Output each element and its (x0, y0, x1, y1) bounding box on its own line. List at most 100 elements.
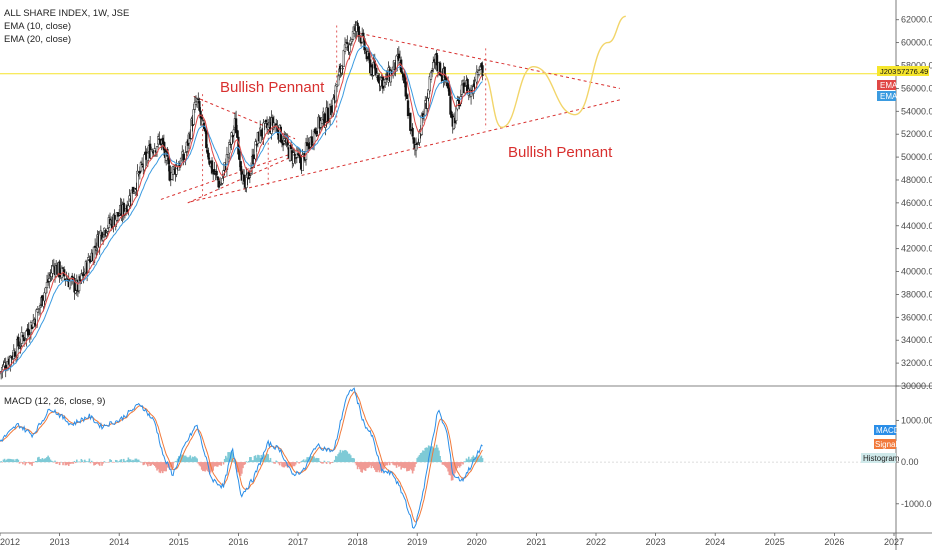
candle-body (401, 71, 404, 74)
histogram-bar (127, 457, 130, 463)
histogram-bar (7, 458, 9, 463)
histogram-bar (176, 458, 179, 463)
histogram-bar (465, 458, 468, 463)
histogram-bar (220, 462, 223, 466)
histogram-bar (222, 462, 225, 465)
histogram-bar (273, 462, 275, 464)
histogram-bar (148, 462, 150, 465)
candle-body (238, 151, 241, 161)
histogram-bar (186, 456, 188, 463)
time-tick-label: 2013 (50, 537, 70, 547)
histogram-bar (393, 462, 396, 466)
histogram-bar (370, 462, 373, 469)
histogram-bar (434, 447, 437, 463)
histogram-bar (192, 457, 195, 463)
histogram-bar (365, 462, 368, 469)
histogram-bar (231, 452, 234, 463)
price-tick-label: 56000.00 (901, 83, 932, 93)
histogram-bar (195, 457, 197, 463)
histogram-bar (414, 462, 416, 468)
histogram-bar (406, 462, 408, 472)
candle-body (201, 119, 205, 122)
candle-body (362, 32, 365, 37)
histogram-bar (96, 462, 99, 464)
histogram-bar (97, 462, 100, 465)
signal-line (0, 391, 483, 523)
histogram-bar (344, 449, 346, 463)
histogram-bar (479, 456, 482, 463)
histogram-bar (269, 457, 272, 463)
histogram-bar (37, 457, 39, 463)
candle-body (27, 329, 30, 336)
price-tick-label: 58000.00 (901, 61, 932, 71)
candle-body (198, 101, 201, 111)
histogram-bar (214, 462, 217, 467)
histogram-bar (223, 458, 226, 463)
candle-body (230, 132, 233, 145)
price-tick-label: 54000.00 (901, 106, 932, 116)
price-tick-label: 50000.00 (901, 152, 932, 162)
histogram-bar (12, 459, 15, 463)
histogram-bar (242, 462, 244, 469)
candle-body (216, 176, 219, 181)
histogram-bar (322, 462, 325, 464)
histogram-bar (355, 462, 358, 466)
candle-body (232, 129, 235, 136)
price-tag: J203 57276.49 (877, 66, 929, 76)
time-tick-label: 2020 (467, 537, 487, 547)
candle-body (213, 169, 216, 175)
histogram-bar (187, 457, 189, 463)
histogram-bar (427, 445, 430, 463)
histogram-bar (384, 462, 386, 467)
histogram-bar (446, 462, 448, 469)
candle-body (210, 160, 214, 174)
histogram-bar (391, 462, 393, 464)
time-tick-label: 2026 (824, 537, 844, 547)
candle-body (477, 70, 481, 75)
price-tick-label: 40000.00 (901, 267, 932, 277)
histogram-bar (42, 459, 45, 463)
histogram-bar (453, 462, 455, 476)
ema-lines (0, 35, 483, 373)
price-tag-bg (877, 66, 929, 76)
candle-body (236, 129, 239, 138)
histogram-bar (153, 462, 156, 466)
candle-body (20, 332, 23, 344)
histogram-bar (35, 460, 38, 463)
candle-body (411, 127, 414, 137)
histogram-bar (417, 456, 420, 463)
histogram-bar (100, 462, 102, 463)
candle-body (429, 72, 433, 80)
histogram-bar (331, 462, 334, 463)
histogram-bar (472, 455, 475, 463)
candle-body (414, 144, 418, 151)
histogram-bar (309, 455, 312, 463)
candle-body (68, 280, 72, 289)
histogram-bar (399, 462, 401, 466)
histogram-bar (112, 462, 115, 463)
histogram-bar (110, 459, 112, 463)
histogram-bar (6, 459, 8, 463)
time-tick-label: 2023 (646, 537, 666, 547)
histogram-bar (163, 462, 165, 472)
histogram-bar (78, 461, 80, 463)
histogram-bar (340, 452, 343, 463)
histogram-bar (447, 462, 449, 472)
histogram-bar (402, 462, 405, 468)
histogram-bar (432, 447, 435, 463)
histogram-bar (24, 462, 27, 466)
histogram-bar (420, 452, 423, 463)
histogram-bar (250, 457, 252, 463)
ema10-line (0, 35, 483, 373)
price-tick-label: 46000.00 (901, 198, 932, 208)
histogram-bar (382, 462, 384, 469)
histogram-bar (204, 462, 206, 472)
histogram-bar (320, 462, 322, 463)
candle-body (430, 70, 434, 72)
histogram-bar (317, 458, 320, 463)
histogram-bar (469, 459, 471, 463)
histogram-bar (249, 457, 251, 463)
histogram-bar (16, 458, 18, 463)
histogram-bar (11, 459, 14, 463)
